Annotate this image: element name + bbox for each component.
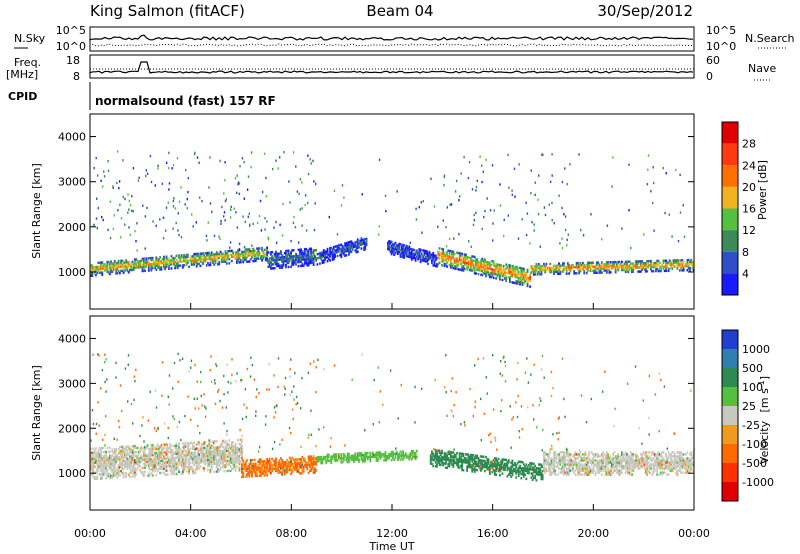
power-cbar-frame [721,121,739,296]
cpid-text: normalsound (fast) 157 RF [95,94,276,108]
ytick-label: 1000 [58,467,86,480]
power-cbar-tick: 12 [742,224,756,237]
xlabel: Time UT [368,540,414,553]
power-cbar-tick: 20 [742,181,756,194]
velocity-swatch [722,425,738,444]
scatter-band-1 [90,438,243,481]
ytick-label: 3000 [58,377,86,390]
xtick-label: 00:00 [74,527,106,540]
scatter-band-3 [316,237,368,266]
power-cbar-tick: 24 [742,159,756,172]
power-cbar-tick: 4 [742,267,749,280]
freq-panel: Freq. [MHz] 18 8 60 0 Nave [6,54,776,83]
power-cbar-tick: 8 [742,246,749,259]
velocity-cbar-tick: 25 [742,400,756,413]
velocity-cbar-label-close: ] [758,376,771,380]
velocity-ylabel: Slant Range [km] [30,365,43,461]
nsearch-tick-bottom: 10^0 [706,40,736,53]
velocity-cbar-label: Velocity [m s-1] [757,376,771,464]
velocity-cbar-label-exp: -1 [757,380,766,388]
velocity-swatch [722,349,738,368]
freq-line [89,61,694,74]
power-swatch [722,122,738,144]
velocity-swatch [722,406,738,425]
power-panel: 1000 2000 3000 4000 Slant Range [km] [30,113,695,310]
scatter-band-4 [387,240,438,268]
nsearch-line [89,43,694,47]
scatter-band-5 [543,451,695,476]
beam-title: Beam 04 [366,2,433,20]
scatter-band-5 [437,247,532,288]
freq-unit: [MHz] [6,68,38,81]
scatter-band-4 [429,449,544,482]
velocity-cbar-tick: 500 [742,362,763,375]
power-ylabel: Slant Range [km] [30,163,43,259]
velocity-panel: 1000 2000 3000 4000 Slant Range [km] [30,315,696,511]
power-swatch [722,165,738,187]
nsearch-tick-top: 10^5 [706,24,736,37]
freq-tick-top: 18 [66,54,80,67]
scatter-band-1 [90,246,269,277]
ytick-label: 3000 [58,176,86,189]
station-title: King Salmon (fitACF) [90,2,245,20]
velocity-swatch [722,330,738,349]
xtick-label: 00:00 [678,527,710,540]
velocity-cbar-label-unit: [m s [758,388,771,413]
ytick-label: 1000 [58,266,86,279]
scatter-band-2 [266,247,318,270]
nave-tick-bottom: 0 [706,70,713,83]
ytick-label: 4000 [58,332,86,345]
cpid-label: CPID [8,90,37,103]
velocity-swatch [722,482,738,501]
xtick-label: 20:00 [577,527,609,540]
power-swatch [722,186,738,209]
nave-label: Nave [748,62,776,75]
date-title: 30/Sep/2012 [597,2,693,20]
velocity-cbar-frame [721,329,739,502]
power-swatch [722,143,738,166]
nsky-line [89,34,693,41]
freq-label: Freq. [14,56,41,69]
nsearch-label: N.Search [745,32,795,45]
velocity-swatch [722,444,738,463]
xtick-label: 12:00 [376,527,408,540]
power-colorbar: 4 8 12 16 20 24 28 Power [dB] [721,121,769,296]
power-swatch [722,251,738,274]
velocity-cbar-tick: 1000 [742,343,770,356]
velocity-swatch [722,463,738,482]
xtick-label: 08:00 [275,527,307,540]
velocity-swatch [722,387,738,406]
velocity-swatch [722,368,738,387]
power-cbar-tick: 16 [742,203,756,216]
freq-tick-bottom: 8 [73,70,80,83]
velocity-cbar-label-main: Velocity [758,420,771,464]
power-cbar-tick: 28 [742,138,756,151]
scatter-band-6 [530,258,695,276]
nsky-tick-top: 10^5 [56,24,86,37]
power-cbar-label: Power [dB] [756,160,769,220]
ytick-label: 4000 [58,131,86,144]
velocity-colorbar: 1000 500 100 25 -25 -100 -500 -1000 Velocity [m… [721,329,774,502]
power-swatch [722,230,738,252]
velocity-cbar-tick: 100 [742,381,763,394]
scatter-band-3 [316,449,418,465]
power-swatch [722,208,738,231]
nsky-label: N.Sky [14,32,46,45]
xtick-label: 16:00 [477,527,509,540]
scatter-noise [92,150,686,252]
nave-tick-top: 60 [706,54,720,67]
velocity-cbar-tick: -100 [742,438,767,451]
nsky-tick-bottom: 10^0 [56,40,86,53]
scatter-band-2 [241,455,318,479]
power-swatch [722,273,738,295]
ytick-label: 2000 [58,422,86,435]
scatter-noise [90,352,696,453]
velocity-cbar-tick: -500 [742,457,767,470]
velocity-cbar-tick: -1000 [742,476,774,489]
xtick-label: 04:00 [175,527,207,540]
velocity-cbar-tick: -25 [742,419,760,432]
ytick-label: 2000 [58,221,86,234]
nsky-panel: N.Sky 10^5 10^0 10^5 10^0 N.Search [14,24,795,53]
